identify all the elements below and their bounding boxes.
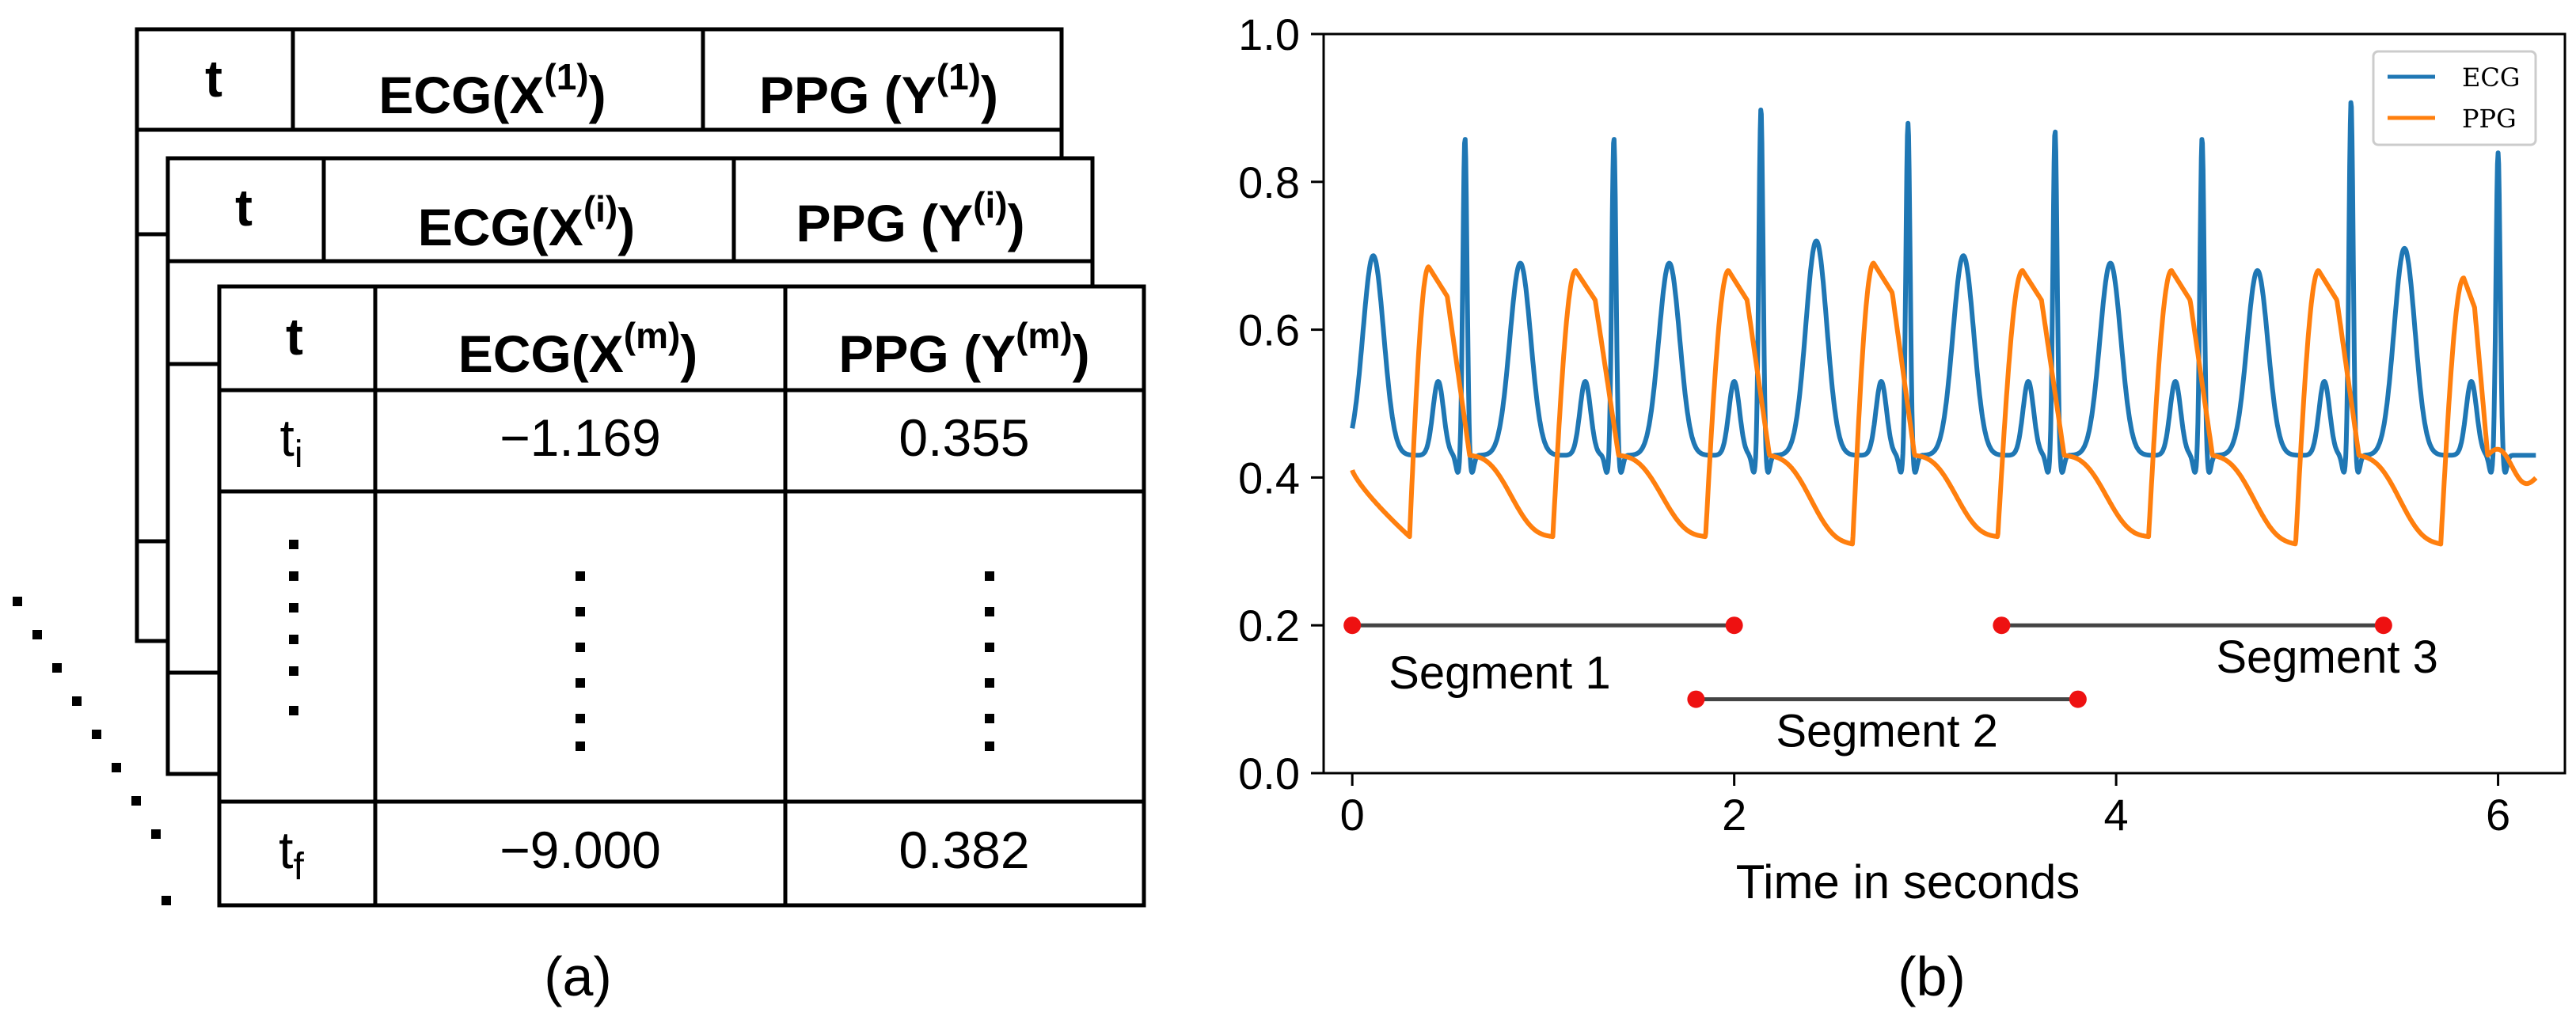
y-tick-label: 0.2 (1238, 601, 1300, 650)
x-axis-label: Time in seconds (1736, 855, 2080, 908)
row-tf-ecg: −9.000 (500, 821, 661, 879)
legend-label-ecg: ECG (2462, 63, 2520, 93)
segment-1-start-marker (1343, 616, 1362, 635)
segment-3-start-marker (1993, 616, 2011, 635)
y-tick-label: 1.0 (1238, 9, 1300, 59)
x-tick-label: 4 (2104, 790, 2129, 840)
table-3-header-ecg: ECG(X(m)) (458, 315, 698, 383)
table-3 (217, 284, 1146, 908)
segment-3-end-marker (2374, 616, 2392, 635)
legend: ECG PPG (2372, 50, 2537, 146)
x-tick-label: 6 (2486, 790, 2510, 840)
segment-2-label: Segment 2 (1776, 706, 1998, 757)
row-ti-time: ti (279, 408, 302, 476)
y-tick-label: 0.8 (1238, 157, 1300, 207)
segment-2-start-marker (1687, 690, 1705, 708)
axes: 0.0 0.2 0.4 0.6 0.8 1.0 0 2 4 6 (1238, 9, 2567, 840)
legend-label-ppg: PPG (2462, 104, 2517, 134)
row-ti-ppg: 0.355 (899, 408, 1029, 467)
panel-a-tables: t ECG(X(1)) PPG (Y(1)) t ECG(X(i)) PPG (… (13, 27, 1146, 1007)
table-1-header-t: t (205, 49, 222, 108)
segment-2-end-marker (2069, 690, 2087, 708)
y-tick-label: 0.6 (1238, 305, 1300, 355)
plot-area: Segment 1 Segment 2 Segment 3 (1343, 100, 2538, 757)
table-3-header-t: t (286, 307, 303, 366)
segment-1-label: Segment 1 (1389, 647, 1611, 699)
row-tf-time: tf (279, 821, 304, 888)
ecg-series-line (1350, 100, 2538, 475)
row-ti-ecg: −1.169 (500, 408, 661, 467)
table-2-header-t: t (235, 178, 253, 237)
plot-frame (1322, 32, 2567, 775)
segment-3-label: Segment 3 (2216, 631, 2438, 683)
ppg-series-line (1350, 260, 2538, 547)
table-2-header-ecg: ECG(X(i)) (418, 188, 635, 256)
x-tick-label: 2 (1722, 790, 1746, 840)
y-tick-label: 0.0 (1238, 749, 1300, 798)
table-1-header-ecg: ECG(X(1)) (378, 56, 606, 124)
y-tick-label: 0.4 (1238, 453, 1300, 503)
ellipsis-dots (289, 540, 994, 751)
table-3-header-ppg: PPG (Y(m)) (838, 315, 1089, 383)
table-1-header-ppg: PPG (Y(1)) (759, 56, 998, 124)
x-tick-label: 0 (1340, 790, 1365, 840)
table-2-header-ppg: PPG (Y(i)) (796, 184, 1024, 252)
caption-a: (a) (544, 946, 612, 1007)
caption-b: (b) (1898, 946, 1966, 1007)
row-tf-ppg: 0.382 (899, 821, 1029, 879)
segment-1-end-marker (1725, 616, 1743, 635)
diagonal-ellipsis (13, 597, 171, 905)
